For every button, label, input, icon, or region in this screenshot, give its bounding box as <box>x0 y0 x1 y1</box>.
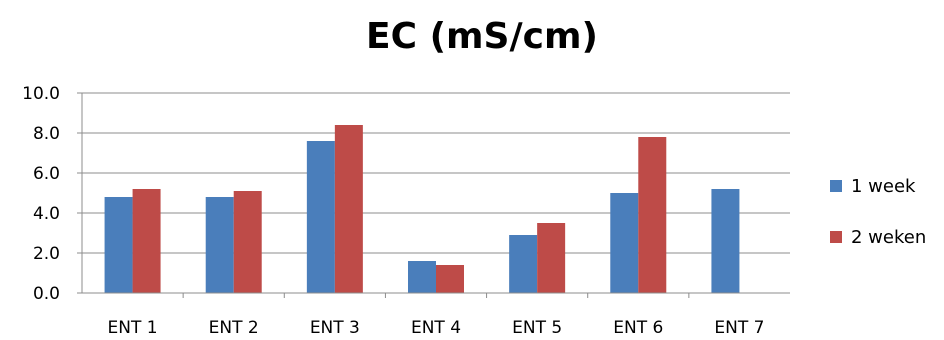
bar <box>408 261 436 293</box>
gridlines <box>77 92 790 294</box>
x-tick-label: ENT 1 <box>108 318 158 338</box>
axes <box>81 93 790 298</box>
legend-label: 1 week <box>851 176 916 197</box>
legend-swatch <box>830 231 842 243</box>
bar <box>638 137 667 293</box>
x-tick-label: ENT 4 <box>411 318 461 338</box>
legend: 1 week 2 weken <box>830 176 926 248</box>
bar <box>537 223 566 293</box>
bar <box>436 265 464 293</box>
legend-label: 2 weken <box>851 227 926 248</box>
bar <box>610 193 639 293</box>
x-tick-label: ENT 2 <box>209 318 259 338</box>
y-tick-label: 4.0 <box>33 204 60 224</box>
bar <box>334 125 363 293</box>
chart-title: EC (mS/cm) <box>366 16 598 57</box>
bar <box>233 191 262 293</box>
x-axis-ticks: ENT 1 ENT 2 ENT 3 ENT 4 ENT 5 ENT 6 ENT 7 <box>108 318 765 338</box>
legend-swatch <box>830 180 842 192</box>
x-tick-label: ENT 7 <box>714 318 764 338</box>
bar <box>711 189 740 293</box>
bar <box>205 197 234 293</box>
y-tick-label: 6.0 <box>33 164 60 184</box>
y-tick-label: 8.0 <box>33 124 60 144</box>
y-tick-label: 2.0 <box>33 244 60 264</box>
x-tick-label: ENT 6 <box>613 318 663 338</box>
bar <box>509 235 538 293</box>
y-tick-label: 10.0 <box>22 84 60 104</box>
bar <box>104 197 133 293</box>
x-tick-label: ENT 5 <box>512 318 562 338</box>
x-tick-label: ENT 3 <box>310 318 360 338</box>
y-tick-label: 0.0 <box>33 284 60 304</box>
y-axis-ticks: 0.0 2.0 4.0 6.0 8.0 10.0 <box>22 84 60 304</box>
bars <box>104 125 740 293</box>
bar <box>306 141 335 293</box>
bar <box>132 189 161 293</box>
